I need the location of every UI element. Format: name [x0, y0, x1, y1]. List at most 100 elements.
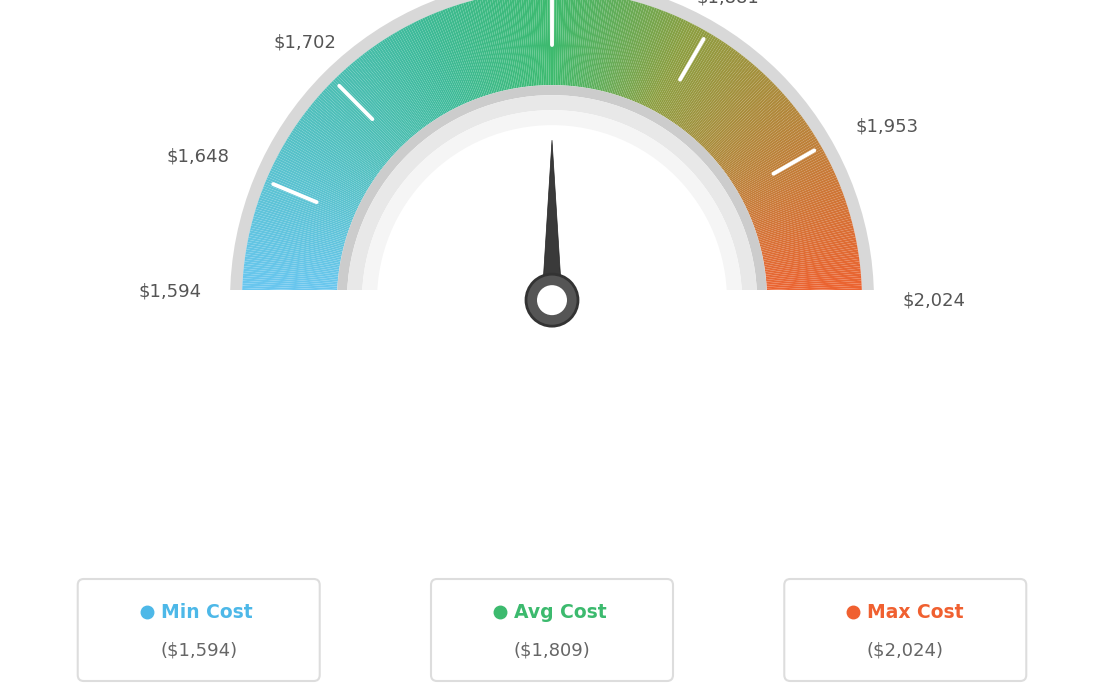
Wedge shape: [288, 136, 370, 188]
Wedge shape: [693, 66, 757, 139]
Wedge shape: [256, 204, 348, 235]
Wedge shape: [269, 170, 357, 212]
Wedge shape: [253, 216, 346, 244]
Wedge shape: [538, 0, 543, 86]
Wedge shape: [464, 3, 492, 94]
Wedge shape: [582, 0, 598, 88]
Wedge shape: [282, 146, 365, 195]
Wedge shape: [741, 153, 826, 199]
Wedge shape: [611, 2, 638, 94]
Wedge shape: [682, 54, 742, 130]
Wedge shape: [460, 3, 490, 95]
Wedge shape: [242, 295, 337, 299]
Wedge shape: [246, 244, 340, 263]
Wedge shape: [262, 188, 351, 224]
Wedge shape: [661, 33, 712, 116]
Wedge shape: [587, 0, 605, 88]
Wedge shape: [368, 50, 426, 127]
Wedge shape: [401, 28, 448, 112]
Wedge shape: [719, 104, 794, 166]
Wedge shape: [588, 0, 607, 88]
Wedge shape: [542, 0, 546, 86]
Wedge shape: [296, 124, 375, 179]
Wedge shape: [279, 151, 363, 198]
Wedge shape: [750, 177, 838, 217]
Text: Min Cost: Min Cost: [161, 602, 253, 622]
Wedge shape: [263, 186, 352, 223]
Wedge shape: [243, 273, 338, 284]
Wedge shape: [250, 228, 343, 252]
Wedge shape: [449, 7, 482, 97]
Wedge shape: [242, 297, 337, 300]
Wedge shape: [714, 97, 788, 161]
Wedge shape: [520, 0, 532, 86]
Wedge shape: [440, 10, 476, 99]
Wedge shape: [734, 136, 816, 188]
Wedge shape: [733, 134, 815, 186]
Wedge shape: [636, 14, 676, 103]
Wedge shape: [422, 18, 464, 105]
Wedge shape: [267, 175, 355, 215]
Wedge shape: [585, 0, 603, 88]
Wedge shape: [265, 181, 353, 219]
Text: Max Cost: Max Cost: [868, 602, 964, 622]
Wedge shape: [262, 190, 351, 226]
Wedge shape: [277, 155, 362, 201]
Wedge shape: [489, 0, 510, 90]
Wedge shape: [766, 271, 861, 282]
Wedge shape: [700, 76, 767, 146]
Wedge shape: [702, 77, 769, 147]
Wedge shape: [766, 266, 860, 278]
Wedge shape: [286, 138, 369, 189]
Wedge shape: [311, 103, 386, 164]
Wedge shape: [247, 239, 341, 260]
Wedge shape: [735, 138, 818, 189]
Wedge shape: [434, 13, 471, 101]
Wedge shape: [625, 8, 659, 99]
Wedge shape: [362, 110, 742, 300]
Wedge shape: [766, 276, 861, 285]
Wedge shape: [466, 2, 493, 94]
Wedge shape: [618, 6, 650, 96]
Wedge shape: [678, 50, 736, 127]
Wedge shape: [744, 159, 829, 204]
Wedge shape: [732, 130, 813, 184]
Wedge shape: [376, 125, 728, 300]
Wedge shape: [766, 283, 861, 290]
Wedge shape: [762, 233, 856, 255]
Wedge shape: [443, 9, 478, 99]
Wedge shape: [274, 161, 360, 206]
Wedge shape: [254, 211, 346, 240]
Wedge shape: [572, 0, 584, 86]
Wedge shape: [452, 6, 484, 97]
Wedge shape: [351, 63, 414, 137]
Wedge shape: [346, 68, 410, 140]
Wedge shape: [662, 34, 714, 117]
Wedge shape: [747, 172, 836, 213]
Wedge shape: [756, 204, 848, 235]
Wedge shape: [251, 223, 343, 248]
Wedge shape: [651, 25, 697, 110]
Wedge shape: [762, 230, 854, 253]
Wedge shape: [640, 18, 682, 105]
Wedge shape: [722, 110, 798, 170]
Wedge shape: [766, 281, 861, 288]
Wedge shape: [307, 108, 383, 168]
Wedge shape: [329, 83, 399, 150]
Wedge shape: [764, 247, 858, 265]
Wedge shape: [729, 124, 808, 179]
Wedge shape: [564, 0, 572, 86]
Wedge shape: [392, 33, 443, 116]
Wedge shape: [746, 168, 834, 210]
Wedge shape: [747, 170, 835, 212]
Wedge shape: [767, 295, 862, 299]
Circle shape: [526, 274, 578, 326]
Wedge shape: [245, 252, 340, 268]
Wedge shape: [243, 276, 338, 285]
Wedge shape: [567, 0, 576, 86]
Wedge shape: [268, 172, 357, 213]
Wedge shape: [765, 259, 860, 273]
Wedge shape: [605, 0, 631, 92]
Wedge shape: [396, 31, 446, 115]
Wedge shape: [535, 0, 542, 86]
